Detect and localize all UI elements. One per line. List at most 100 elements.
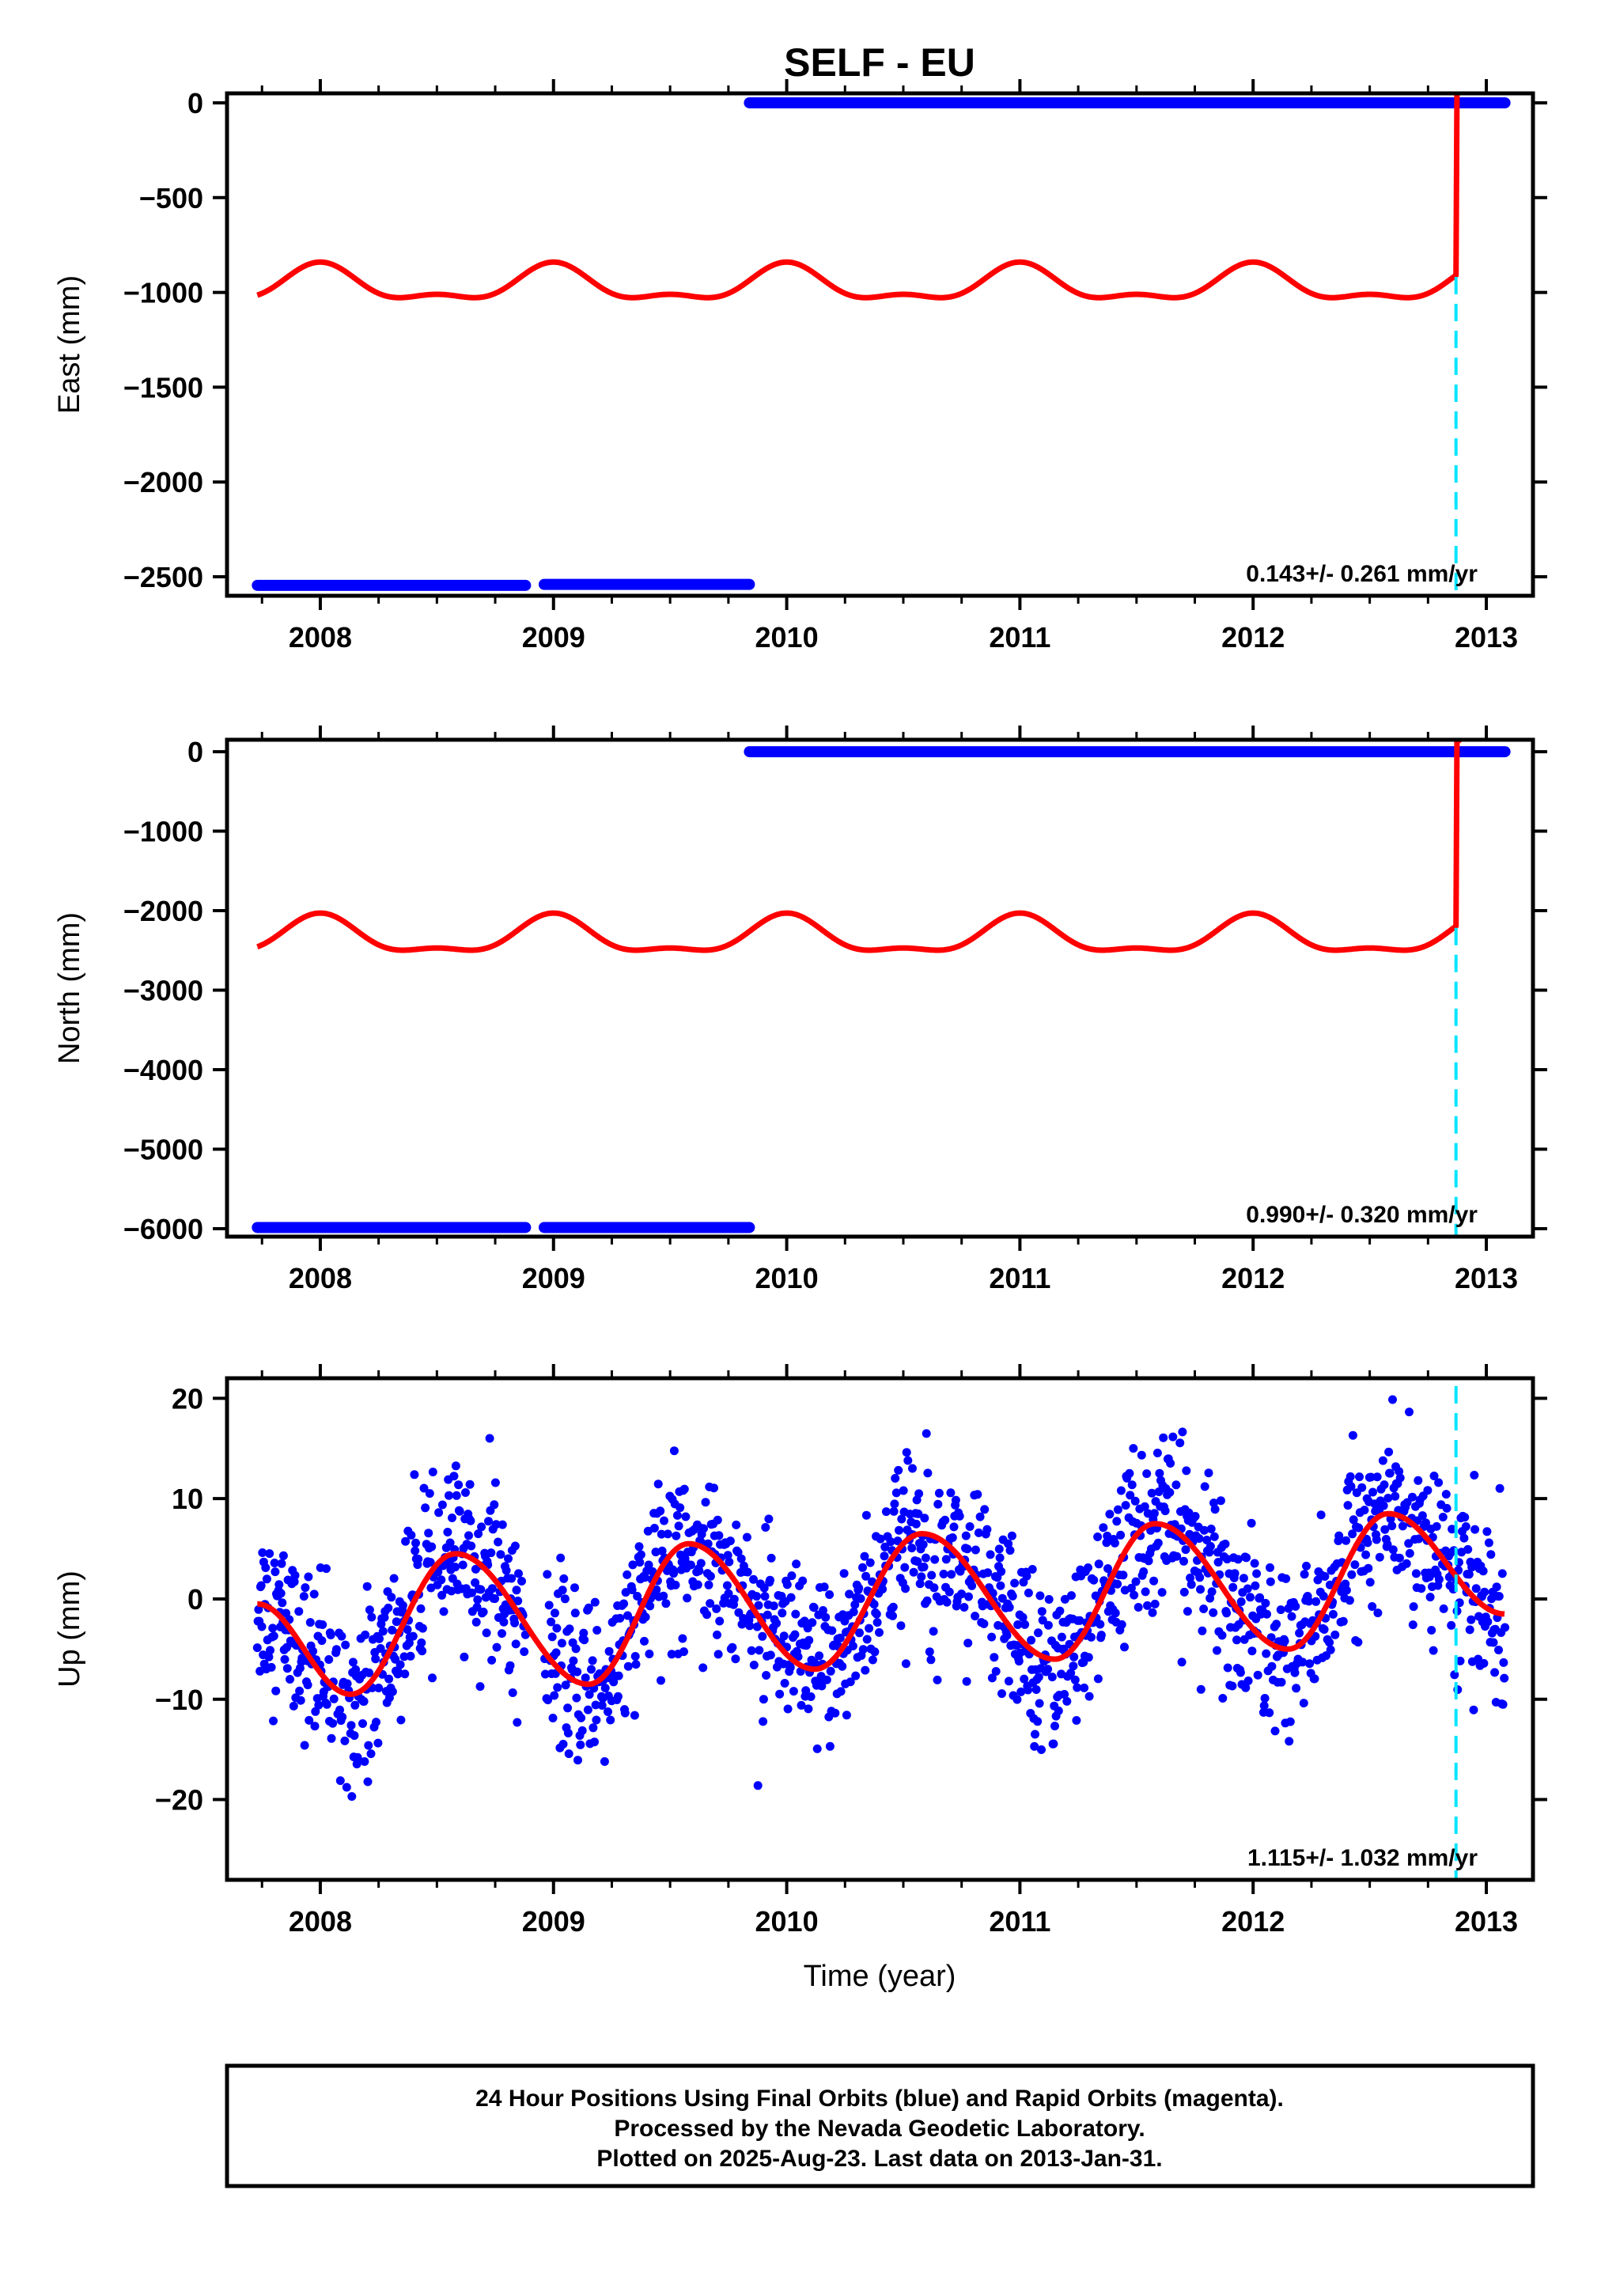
data-point xyxy=(1087,1632,1096,1642)
data-point xyxy=(303,1680,312,1690)
data-point xyxy=(1372,1535,1381,1544)
data-point xyxy=(1348,1430,1357,1440)
data-point xyxy=(1043,1665,1053,1674)
data-point xyxy=(1373,1608,1383,1618)
data-point xyxy=(1148,1608,1157,1617)
x-tick-label: 2010 xyxy=(755,621,819,654)
data-point xyxy=(785,1663,795,1672)
data-point xyxy=(365,1605,374,1615)
data-point xyxy=(1349,1515,1358,1525)
data-point xyxy=(1005,1603,1014,1612)
data-point xyxy=(258,1548,267,1557)
data-point xyxy=(868,1655,877,1665)
data-point xyxy=(1247,1646,1257,1656)
data-point xyxy=(899,1486,908,1495)
data-point xyxy=(1035,1591,1045,1601)
data-point xyxy=(1383,1494,1393,1502)
data-point xyxy=(494,1537,503,1547)
data-point xyxy=(486,1548,496,1558)
data-point xyxy=(922,1429,931,1438)
data-point xyxy=(1461,1522,1470,1531)
data-point xyxy=(544,1601,554,1610)
data-point xyxy=(991,1667,1001,1676)
data-point xyxy=(512,1586,521,1595)
data-point xyxy=(274,1580,284,1589)
data-point xyxy=(1363,1538,1372,1548)
data-point xyxy=(881,1507,891,1517)
data-point xyxy=(1037,1607,1047,1616)
data-point xyxy=(672,1531,681,1540)
data-point xyxy=(645,1650,654,1658)
data-point xyxy=(1464,1570,1474,1579)
data-point xyxy=(933,1499,943,1509)
data-point xyxy=(570,1583,579,1593)
data-point xyxy=(262,1574,271,1584)
data-point xyxy=(1434,1574,1444,1584)
data-point xyxy=(778,1608,787,1618)
data-point xyxy=(893,1536,903,1546)
data-point xyxy=(701,1498,710,1507)
y-tick-label: −6000 xyxy=(123,1213,203,1245)
y-tick-label: −500 xyxy=(139,182,203,214)
data-point xyxy=(1262,1609,1271,1619)
data-point xyxy=(628,1560,638,1570)
data-point xyxy=(649,1524,659,1533)
data-point xyxy=(417,1638,426,1647)
data-point xyxy=(793,1652,803,1661)
data-point xyxy=(351,1665,361,1674)
plot-frame xyxy=(225,1376,1535,1882)
data-point xyxy=(964,1592,973,1601)
data-point xyxy=(280,1654,290,1664)
data-point xyxy=(766,1575,774,1585)
data-point xyxy=(845,1589,854,1599)
data-point xyxy=(615,1613,625,1623)
data-point xyxy=(1467,1563,1477,1572)
data-point xyxy=(1384,1447,1394,1457)
data-point xyxy=(713,1515,722,1525)
data-point xyxy=(1057,1632,1066,1642)
data-point xyxy=(1489,1638,1498,1647)
data-point xyxy=(1221,1540,1230,1548)
data-point xyxy=(1281,1574,1291,1583)
data-point xyxy=(1242,1553,1251,1563)
data-point xyxy=(967,1581,977,1590)
data-point xyxy=(266,1646,274,1655)
data-point xyxy=(1388,1395,1397,1404)
data-point xyxy=(1460,1513,1470,1522)
data-point xyxy=(439,1607,449,1616)
data-point xyxy=(875,1627,884,1637)
data-point xyxy=(576,1740,585,1749)
data-point xyxy=(983,1568,993,1578)
data-point xyxy=(1326,1645,1335,1654)
data-point xyxy=(914,1489,924,1498)
data-point xyxy=(309,1589,319,1599)
data-point xyxy=(485,1434,494,1443)
data-point xyxy=(987,1673,997,1683)
data-point xyxy=(563,1729,573,1737)
data-point xyxy=(1196,1585,1205,1594)
data-point xyxy=(849,1607,858,1616)
data-point xyxy=(1354,1523,1364,1533)
data-point xyxy=(623,1661,633,1671)
data-point xyxy=(254,1605,263,1614)
data-point xyxy=(1429,1472,1439,1480)
data-point xyxy=(570,1608,580,1618)
data-point xyxy=(1070,1675,1080,1684)
data-point xyxy=(1060,1594,1069,1604)
data-point xyxy=(1118,1570,1128,1580)
data-point xyxy=(1408,1620,1417,1630)
data-point xyxy=(1013,1620,1023,1629)
data-point xyxy=(948,1533,957,1542)
data-point xyxy=(789,1687,798,1696)
data-point xyxy=(819,1582,829,1592)
data-point xyxy=(648,1567,657,1576)
data-point xyxy=(786,1593,796,1602)
data-point xyxy=(957,1589,967,1599)
data-point xyxy=(901,1659,910,1669)
data-point xyxy=(997,1593,1007,1603)
data-point xyxy=(630,1652,640,1661)
data-point xyxy=(294,1607,304,1616)
data-point xyxy=(1409,1602,1418,1612)
data-point xyxy=(919,1563,929,1571)
data-point xyxy=(797,1700,806,1710)
